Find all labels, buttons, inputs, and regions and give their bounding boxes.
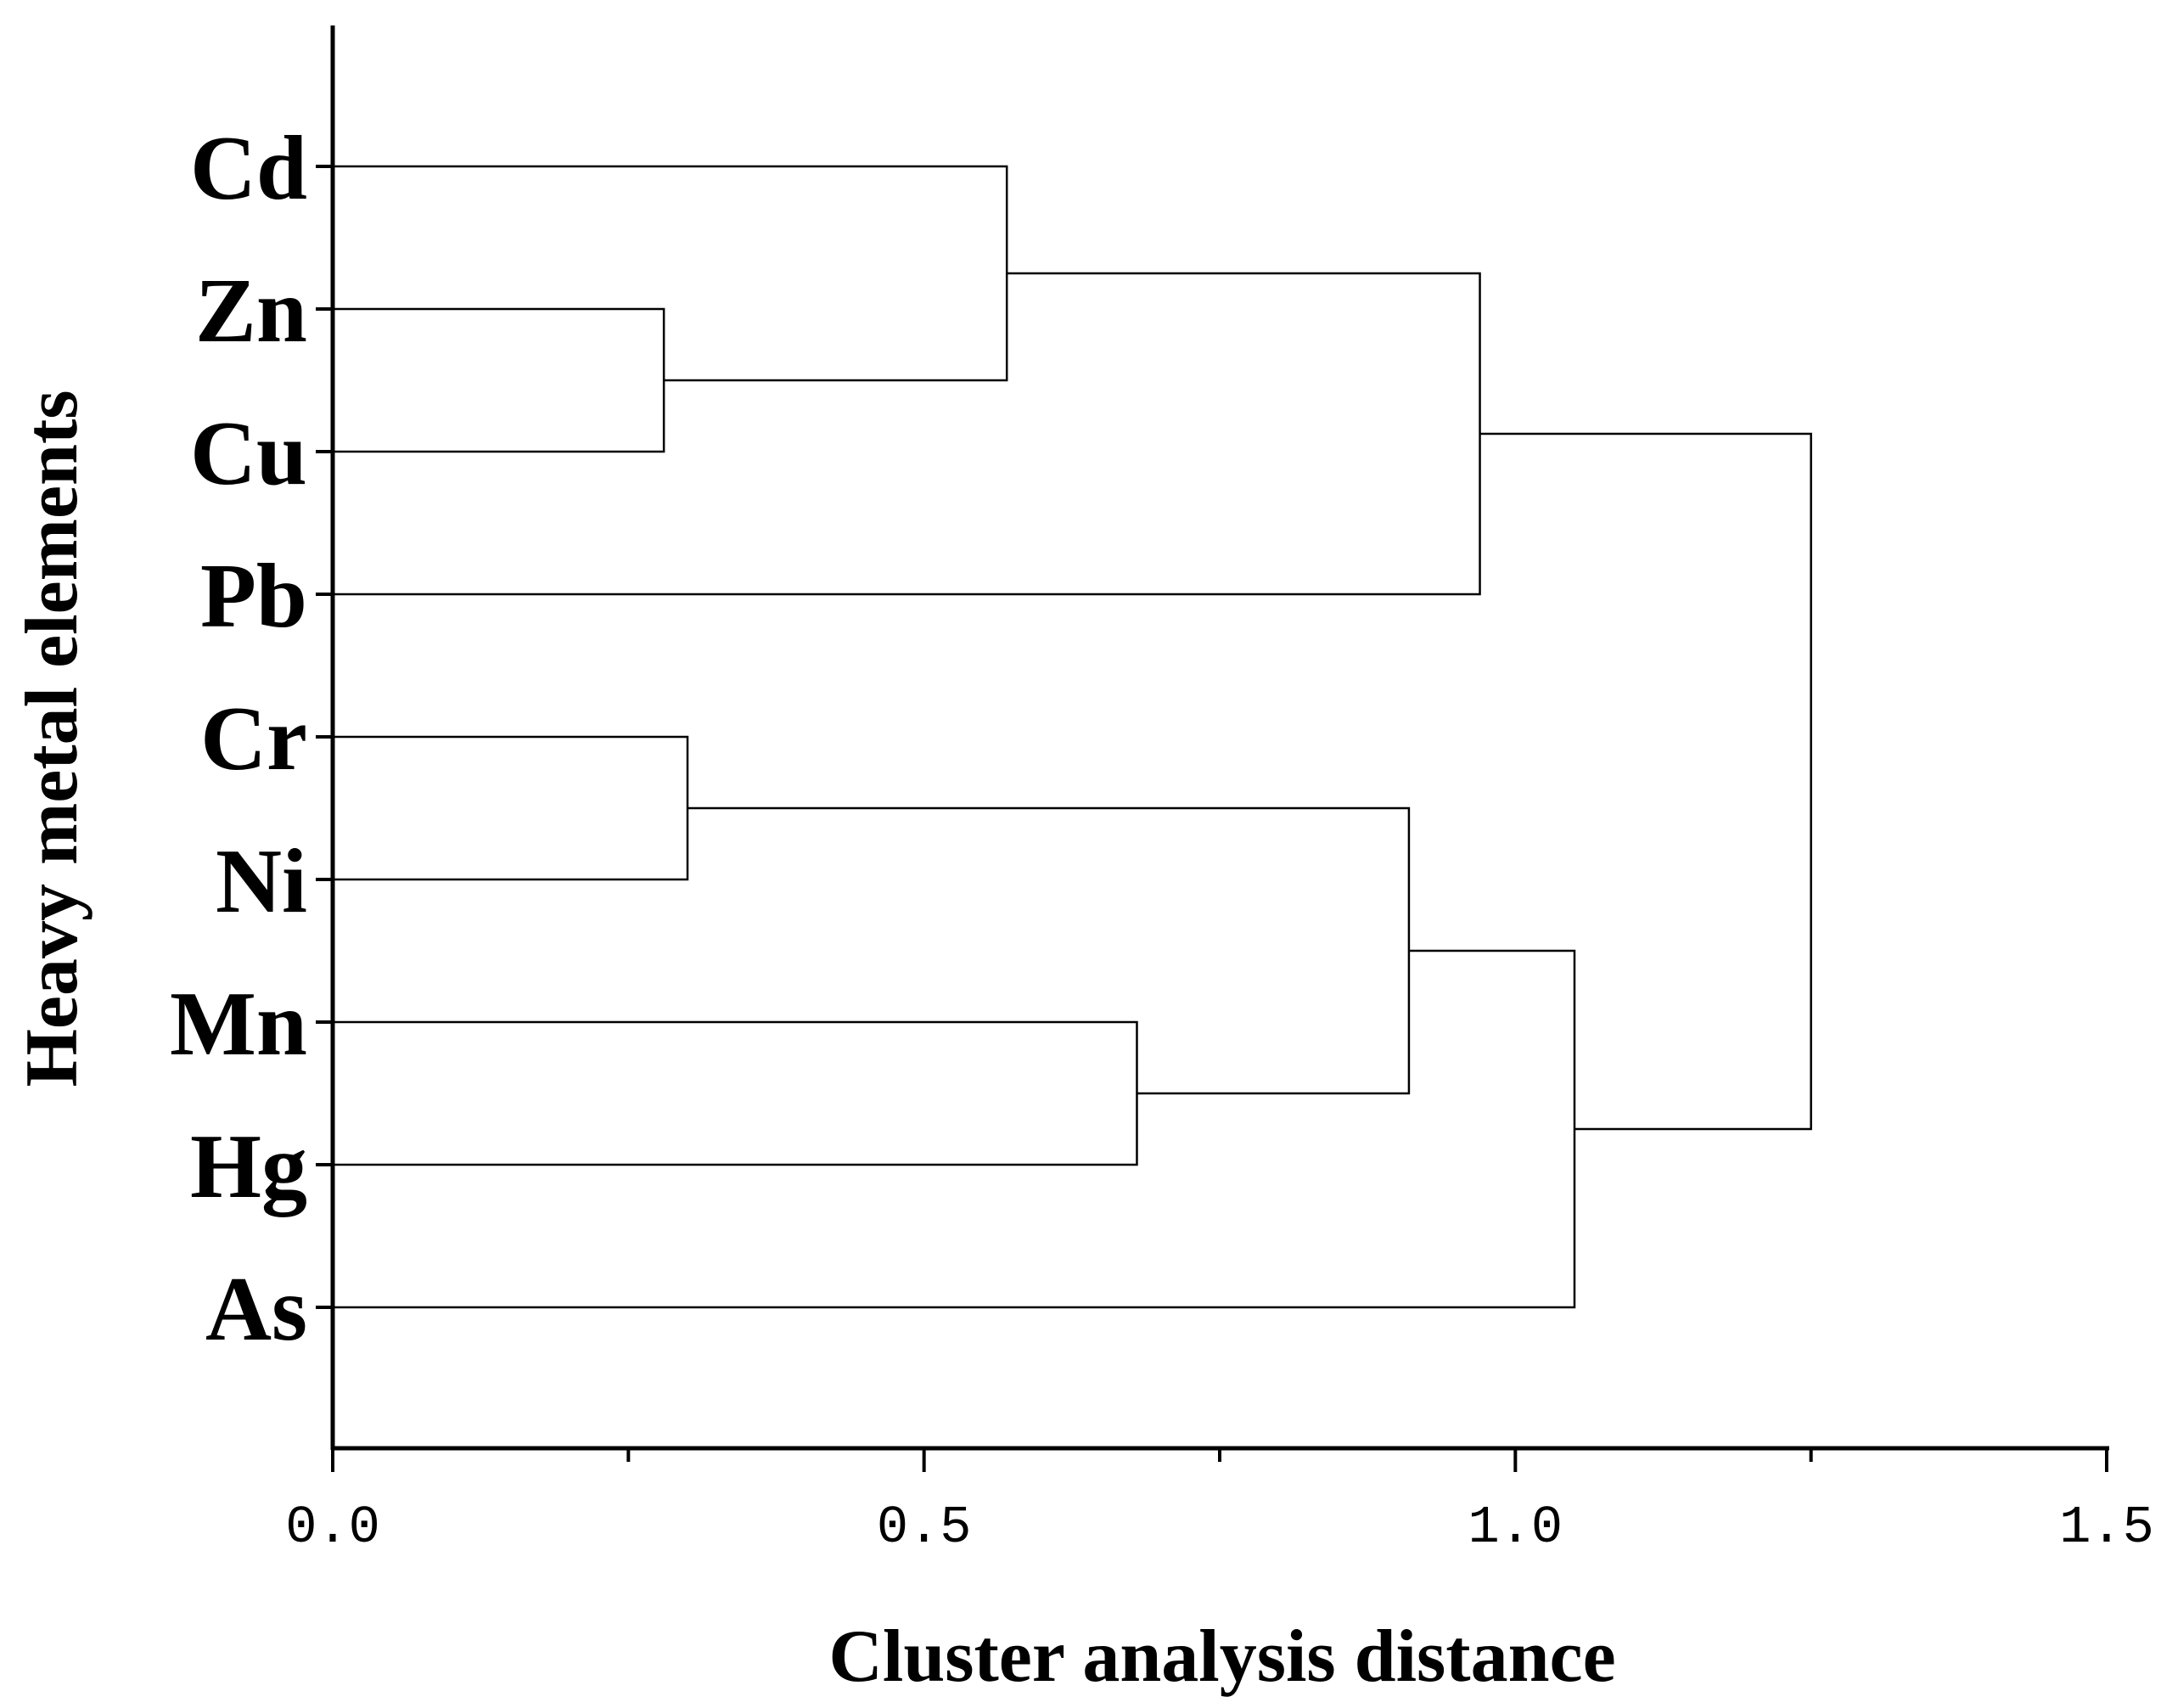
leaf-label-cd: Cd (190, 118, 307, 219)
leaf-label-cu: Cu (190, 403, 307, 504)
leaf-labels: Cd Zn Cu Pb Cr Ni Mn Hg As (170, 118, 333, 1360)
merge-branch-7 (333, 949, 1576, 1309)
leaf-label-pb: Pb (200, 546, 307, 647)
merge-branch-6 (333, 272, 1481, 596)
merge-branch-1 (333, 307, 665, 453)
merge-branch-4 (333, 165, 1008, 382)
merge-branch-5 (688, 806, 1411, 1095)
merge-branch-8 (1479, 432, 1812, 1131)
x-axis-ticks: 0.0 0.5 1.0 1.5 (285, 1448, 2154, 1558)
leaf-label-cr: Cr (200, 688, 307, 789)
dendrogram-branches (333, 165, 1812, 1309)
leaf-label-hg: Hg (190, 1116, 307, 1217)
x-tick-label: 1.5 (2059, 1497, 2154, 1558)
x-tick-label: 0.0 (285, 1497, 380, 1558)
leaf-label-mn: Mn (170, 974, 307, 1075)
merge-branch-2 (333, 735, 689, 881)
leaf-label-zn: Zn (195, 261, 307, 362)
x-tick-label: 0.5 (877, 1497, 972, 1558)
leaf-label-as: As (205, 1259, 307, 1360)
x-axis-title: Cluster analysis distance (828, 1615, 1615, 1698)
y-axis-title: Heavy metal elements (11, 390, 93, 1087)
leaf-label-ni: Ni (216, 831, 307, 932)
x-tick-label: 1.0 (1468, 1497, 1563, 1558)
merge-branch-3 (333, 1020, 1138, 1166)
